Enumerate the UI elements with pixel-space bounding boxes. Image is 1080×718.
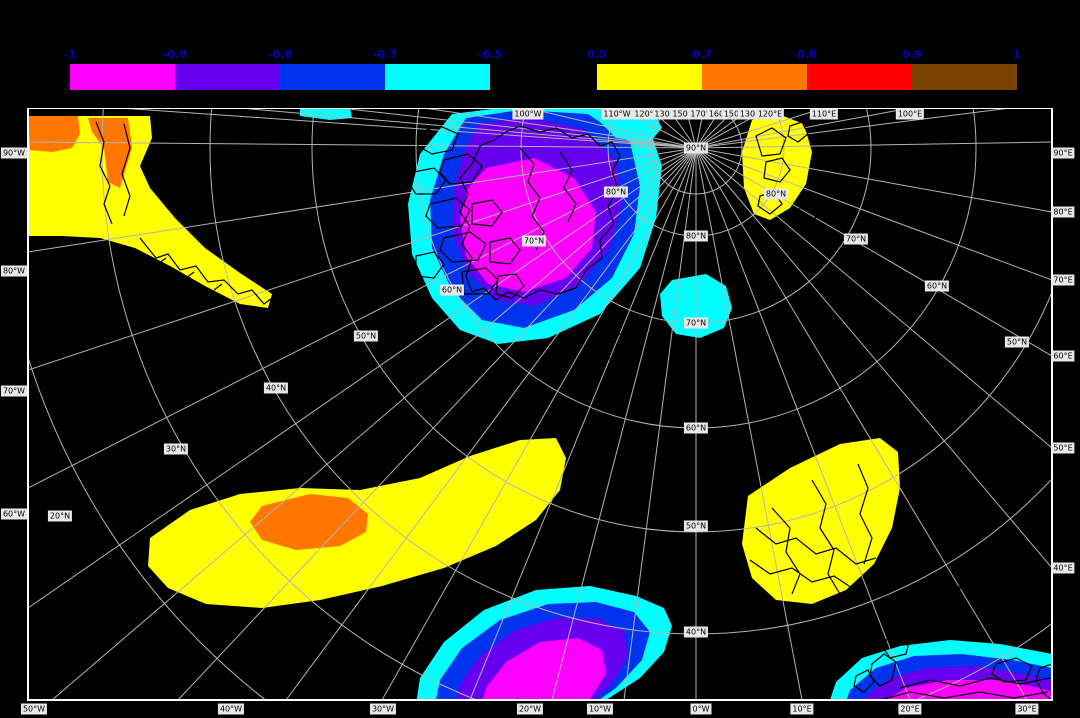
longitude-label-right-2: 70°E: [1051, 274, 1075, 286]
longitude-label-top-8: 130°E: [737, 108, 767, 120]
latitude-label-6: 70°N: [683, 317, 709, 329]
positive-colorbar-swatch-1: [702, 64, 807, 90]
longitude-label-bottom-6: 10°E: [790, 703, 814, 715]
latitude-label-12: 50°N: [683, 520, 709, 532]
latitude-label-4: 70°N: [521, 235, 547, 247]
longitude-label-left-1: 80°W: [0, 265, 28, 277]
longitude-label-bottom-0: 50°W: [20, 703, 48, 715]
positive-colorbar-swatch-3: [912, 64, 1017, 90]
longitude-label-right-1: 80°E: [1051, 206, 1075, 218]
negative-colorbar-tick-1: -0.9: [162, 48, 188, 61]
negative-colorbar-swatch-0: [70, 64, 175, 90]
negative-colorbar-tick-4: -0.5: [477, 48, 503, 61]
negative-colorbar-tick-2: -0.8: [267, 48, 293, 61]
longitude-label-top-5: 170°W: [688, 108, 720, 120]
latitude-label-1: 80°N: [603, 186, 629, 198]
longitude-label-bottom-7: 20°E: [898, 703, 922, 715]
latitude-label-16: 20°N: [47, 510, 73, 522]
longitude-label-bottom-1: 40°W: [217, 703, 245, 715]
longitude-label-bottom-2: 30°W: [369, 703, 397, 715]
negative-colorbar-tick-0: -1: [63, 48, 77, 61]
latitude-label-7: 60°N: [439, 284, 465, 296]
positive-colorbar-tick-4: 1: [1013, 48, 1021, 61]
negative-colorbar-ticks: -1 -0.9 -0.8 -0.7 -0.5: [64, 48, 502, 64]
positive-colorbar-swatch-0: [597, 64, 702, 90]
positive-colorbar-tick-2: 0.8: [797, 48, 817, 61]
negative-colorbar-swatch-1: [175, 64, 280, 90]
positive-colorbar-tick-1: 0.7: [692, 48, 712, 61]
longitude-label-top-7: 150°E: [721, 108, 751, 120]
latitude-label-10: 50°N: [353, 330, 379, 342]
longitude-label-bottom-3: 20°W: [516, 703, 544, 715]
longitude-label-top-4: 150°W: [670, 108, 702, 120]
longitude-label-top-6: 160°E: [706, 108, 736, 120]
positive-colorbar-ticks: 0.5 0.7 0.8 0.9 1: [587, 48, 1021, 64]
positive-anomaly-colorbar: 0.5 0.7 0.8 0.9 1: [587, 48, 1021, 90]
latitude-label-13: 40°N: [263, 382, 289, 394]
longitude-label-bottom-8: 30°E: [1015, 703, 1039, 715]
latitude-label-3: 80°N: [683, 230, 709, 242]
positive-colorbar-tick-3: 0.9: [902, 48, 922, 61]
latitude-label-11: 50°N: [1004, 336, 1030, 348]
positive-colorbar-swatch-2: [807, 64, 912, 90]
positive-colorbar-strip: [597, 64, 1017, 90]
negative-anomaly-colorbar: -1 -0.9 -0.8 -0.7 -0.5: [64, 48, 502, 90]
map-canvas: [0, 108, 1080, 718]
longitude-label-top-10: 110°E: [809, 108, 839, 120]
latitude-label-14: 40°N: [683, 626, 709, 638]
latitude-label-0: 90°N: [683, 142, 709, 154]
region-north-atlantic: [148, 438, 566, 608]
longitude-label-top-11: 100°E: [895, 108, 925, 120]
longitude-label-bottom-5: 0°W: [690, 703, 712, 715]
polar-stereographic-map[interactable]: from grid files provided by EC & NCEP © …: [0, 108, 1080, 718]
longitude-label-bottom-4: 10°W: [586, 703, 614, 715]
latitude-label-15: 30°N: [163, 443, 189, 455]
latitude-label-2: 80°N: [763, 188, 789, 200]
longitude-label-top-9: 120°E: [755, 108, 785, 120]
latitude-label-5: 70°N: [843, 233, 869, 245]
longitude-label-left-3: 60°W: [0, 508, 28, 520]
longitude-label-right-4: 50°E: [1051, 442, 1075, 454]
negative-colorbar-strip: [70, 64, 490, 90]
region-central-europe: [416, 586, 672, 700]
positive-colorbar-tick-0: 0.5: [587, 48, 607, 61]
negative-colorbar-swatch-3: [385, 64, 490, 90]
longitude-label-top-3: 130°W: [652, 108, 684, 120]
longitude-label-right-5: 40°E: [1051, 562, 1075, 574]
latitude-label-9: 60°N: [683, 422, 709, 434]
region-alaska-canada: [28, 116, 272, 308]
longitude-label-top-1: 110°W: [601, 108, 633, 120]
negative-colorbar-tick-3: -0.7: [372, 48, 398, 61]
longitude-label-left-2: 70°W: [0, 385, 28, 397]
longitude-label-top-0: 100°W: [512, 108, 544, 120]
longitude-label-right-3: 60°E: [1051, 350, 1075, 362]
negative-colorbar-swatch-2: [280, 64, 385, 90]
latitude-label-8: 60°N: [924, 280, 950, 292]
longitude-label-top-2: 120°W: [632, 108, 664, 120]
longitude-label-left-0: 90°W: [0, 147, 28, 159]
longitude-label-right-0: 90°E: [1051, 147, 1075, 159]
